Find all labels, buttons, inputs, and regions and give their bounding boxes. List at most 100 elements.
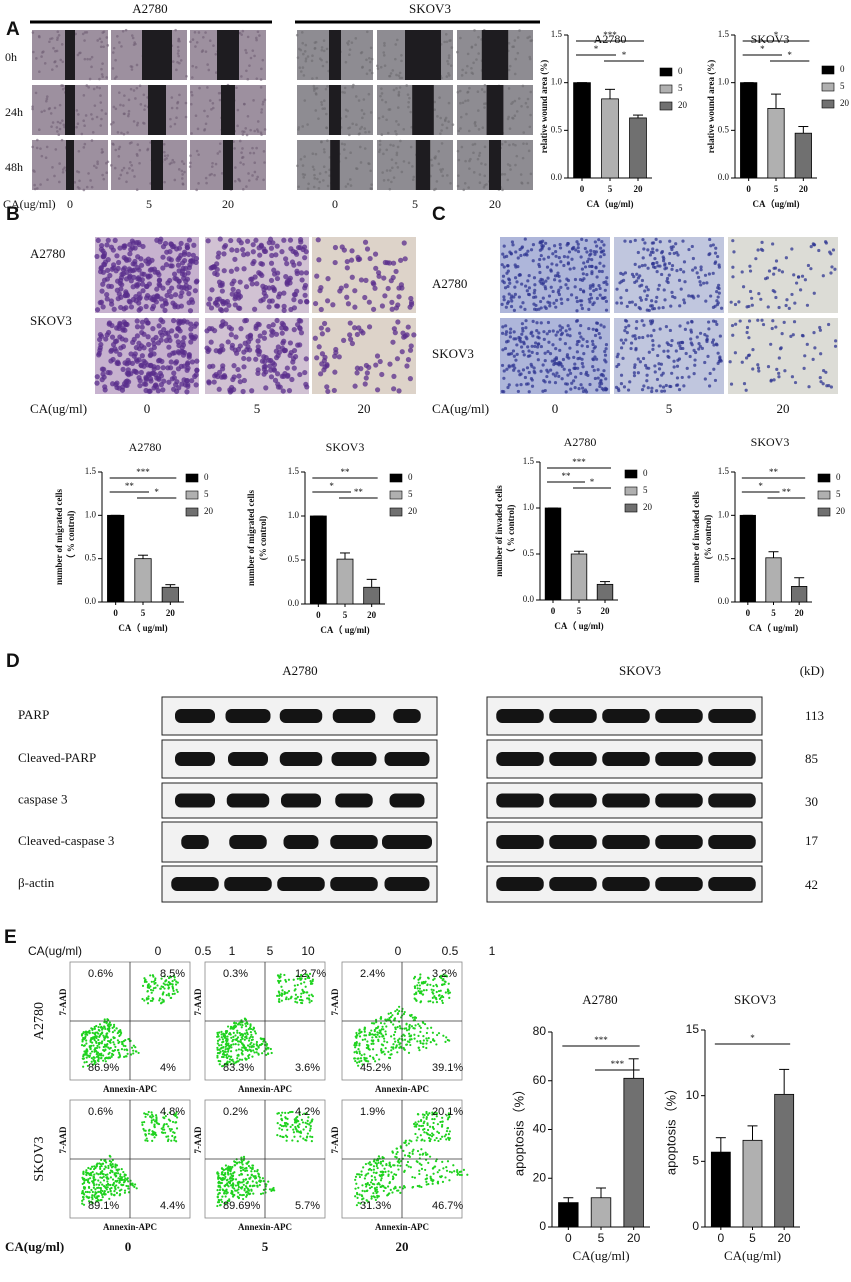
cell-texture: [100, 148, 104, 151]
cell-texture: [134, 42, 137, 46]
cell-texture: [483, 90, 486, 94]
stained-cell: [780, 270, 785, 274]
stained-cell: [730, 323, 735, 328]
flow-event: [232, 1031, 235, 1034]
cell-texture: [188, 165, 192, 168]
stained-cell: [241, 266, 247, 272]
flow-event: [175, 1127, 179, 1130]
blot-band: [393, 709, 421, 723]
flow-event: [107, 1166, 110, 1170]
stained-cell: [655, 377, 660, 382]
stained-cell: [270, 322, 276, 328]
stained-cell: [633, 262, 637, 266]
cell-texture: [461, 68, 464, 72]
cell-texture: [477, 109, 480, 112]
cell-texture: [348, 126, 352, 129]
cell-texture: [322, 179, 325, 182]
stained-cell: [654, 237, 658, 241]
stained-cell: [588, 264, 592, 268]
cell-texture: [511, 117, 515, 120]
stained-cell: [166, 288, 172, 295]
kd-label: 85: [805, 751, 818, 766]
flow-event: [99, 1181, 102, 1184]
stained-cell: [374, 387, 381, 393]
cell-texture: [526, 36, 529, 40]
cell-texture: [260, 108, 264, 111]
stained-cell: [716, 254, 720, 259]
flow-event: [88, 1191, 91, 1194]
flow-event: [253, 1051, 256, 1054]
stained-cell: [554, 305, 558, 309]
flow-event: [102, 1179, 106, 1182]
flow-event: [162, 991, 165, 994]
blot-band: [175, 709, 215, 723]
cell-texture: [211, 161, 214, 165]
flow-event: [416, 987, 419, 990]
stained-cell: [562, 367, 566, 371]
cell-texture: [101, 62, 104, 65]
cell-texture: [389, 143, 392, 147]
flow-event: [251, 1038, 254, 1041]
cell-texture: [169, 117, 172, 121]
blot-band: [655, 793, 703, 808]
flow-event: [93, 1027, 96, 1030]
stained-cell: [667, 273, 671, 277]
stained-cell: [803, 354, 807, 358]
stained-cell: [793, 380, 798, 385]
stained-cell: [672, 359, 676, 363]
stained-cell: [269, 252, 275, 259]
cell-texture: [85, 84, 89, 87]
cell-texture: [252, 99, 255, 102]
flow-y-axis: 7-AAD: [58, 988, 68, 1015]
stained-cell: [655, 389, 659, 393]
stained-cell: [519, 305, 523, 309]
flow-event: [225, 1040, 228, 1043]
stained-cell: [211, 263, 217, 270]
cell-texture: [95, 86, 99, 89]
stained-cell: [543, 351, 547, 355]
cell-texture: [255, 146, 258, 150]
cell-texture: [511, 142, 515, 146]
cell-texture: [477, 35, 480, 39]
quadrant-percent: 39.1%: [432, 1062, 463, 1074]
cell-texture: [314, 109, 318, 112]
stained-cell: [249, 388, 255, 394]
flow-event: [229, 1050, 233, 1053]
cell-texture: [262, 150, 266, 153]
cell-texture: [513, 99, 517, 103]
axis-caption: CA(ug/ml): [30, 401, 87, 416]
stained-cell: [551, 329, 555, 333]
flow-event: [433, 1039, 436, 1042]
cell-texture: [171, 158, 175, 162]
stained-cell: [595, 321, 599, 325]
cell-texture: [304, 43, 308, 47]
stained-cell: [812, 291, 816, 295]
flow-event: [408, 1038, 411, 1041]
stained-cell: [672, 365, 676, 369]
cell-texture: [52, 46, 55, 50]
stained-cell: [192, 373, 198, 380]
flow-event: [221, 1038, 224, 1041]
stained-cell: [521, 301, 525, 305]
stained-cell: [133, 369, 140, 376]
stained-cell: [588, 253, 592, 257]
flow-event: [91, 1041, 94, 1044]
stained-cell: [587, 326, 591, 331]
stained-cell: [592, 346, 596, 350]
stained-cell: [628, 380, 632, 384]
cell-texture: [507, 87, 511, 90]
stained-cell: [536, 358, 540, 362]
cell-texture: [214, 53, 218, 56]
cell-texture: [61, 84, 65, 87]
stained-cell: [670, 338, 674, 343]
stained-cell: [641, 238, 645, 242]
quadrant-percent: 3.6%: [295, 1062, 320, 1074]
stained-cell: [623, 329, 627, 333]
cell-texture: [527, 149, 531, 153]
stained-cell: [585, 339, 589, 344]
cell-texture: [248, 151, 252, 155]
stained-cell: [625, 304, 629, 309]
stained-cell: [407, 347, 414, 353]
stained-cell: [602, 264, 606, 268]
cell-texture: [506, 178, 510, 182]
